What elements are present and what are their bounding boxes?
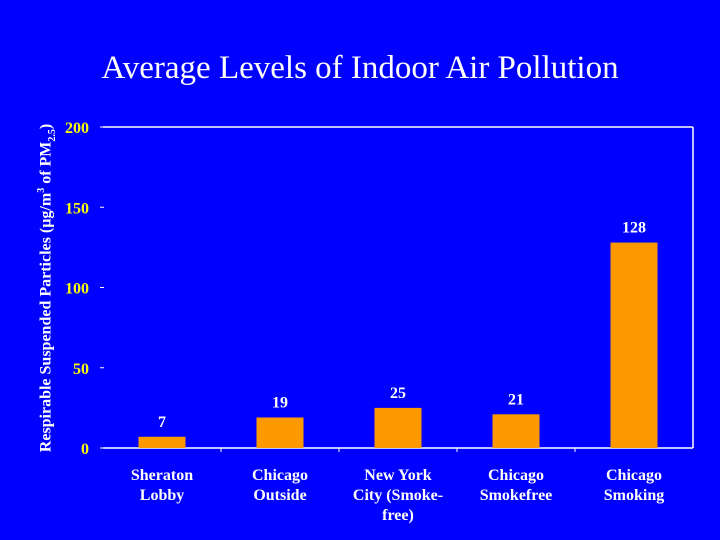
bar	[256, 417, 304, 448]
x-axis-labels: Sheraton Lobby Chicago Outside New York City …	[131, 467, 664, 524]
x-tick-label: New York City (Smoke-free)	[353, 467, 443, 524]
x-tick-label: Sheraton Lobby	[131, 467, 193, 504]
bar	[138, 436, 186, 448]
value-label: 25	[390, 385, 406, 402]
y-tick-label: 0	[81, 441, 89, 458]
value-label: 21	[508, 391, 524, 408]
bar	[492, 414, 540, 448]
value-label: 19	[272, 395, 288, 412]
value-label: 128	[622, 220, 646, 237]
y-tick-label: 200	[65, 120, 89, 137]
y-tick-label: 150	[65, 200, 89, 217]
bar	[374, 407, 422, 448]
x-tick-label: Chicago Smokefree	[480, 467, 553, 504]
value-label: 7	[158, 414, 166, 431]
value-labels: 7 19 25 21 128	[158, 220, 646, 431]
x-tick-label: Chicago Outside	[252, 467, 308, 504]
chart-title: Average Levels of Indoor Air Pollution	[101, 50, 619, 86]
x-tick-label: Chicago Smoking	[604, 467, 664, 504]
y-axis-ticks: 0 50 100 150 200	[65, 120, 104, 458]
y-tick-label: 50	[73, 361, 89, 378]
y-tick-label: 100	[65, 281, 89, 298]
bar	[610, 242, 658, 448]
bars	[138, 242, 658, 452]
